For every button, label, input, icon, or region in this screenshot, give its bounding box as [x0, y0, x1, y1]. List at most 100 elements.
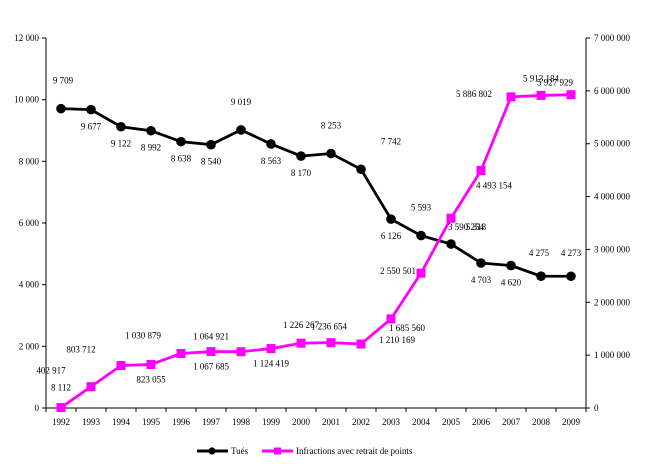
data-label-infractions-1994: 803 712 [66, 345, 95, 355]
x-tick-label: 2008 [532, 417, 551, 427]
y-right-tick-label: 1 000 000 [594, 350, 631, 360]
series-lines [60, 93, 572, 409]
x-tick-label: 2007 [502, 417, 521, 427]
point-infractions-2000 [296, 338, 306, 348]
data-label-infractions-1995: 823 055 [136, 374, 166, 384]
point-infractions-1994 [116, 361, 126, 371]
point-tues-2008 [536, 271, 546, 281]
data-label-tues-1993: 9 677 [81, 122, 102, 132]
y-right-tick-label: 6 000 000 [594, 86, 631, 96]
x-tick-label: 2004 [412, 417, 431, 427]
x-tick-label: 2001 [322, 417, 340, 427]
data-label-tues-2008: 4 275 [529, 248, 550, 258]
x-tick-label: 1994 [112, 417, 131, 427]
data-label-infractions-2000: 1 226 267 [283, 320, 320, 330]
data-label-tues-2006: 4 703 [471, 275, 492, 285]
data-label-tues-2001: 8 253 [321, 121, 342, 131]
data-label-tues-2009: 4 273 [561, 248, 582, 258]
legend-item-tues: Tués [197, 446, 249, 456]
data-label-tues-1992: 9 709 [53, 76, 74, 86]
data-label-tues-2004: 5 593 [411, 203, 432, 213]
point-infractions-1995 [146, 359, 156, 369]
data-label-infractions-2007: 5 886 802 [456, 89, 492, 99]
x-tick-label: 1999 [262, 417, 281, 427]
point-tues-1997 [206, 139, 216, 150]
series-line-infractions [60, 93, 572, 409]
legend-label-infractions: Infractions avec retrait de points [296, 446, 413, 456]
y-left-tick-label: 6 000 [19, 218, 40, 228]
point-tues-2005 [446, 239, 456, 249]
y-left-tick-label: 4 000 [19, 280, 40, 290]
y-left-tick-label: 12 000 [14, 33, 39, 43]
axes: 0 2 000 4 000 6 000 8 000 10 000 12 000 0 1 000 … [14, 33, 630, 427]
data-label-infractions-2003: 1 685 560 [389, 323, 426, 333]
x-tick-label: 1992 [52, 417, 70, 427]
data-label-infractions-2002: 1 210 169 [379, 335, 416, 345]
point-tues-1995 [146, 125, 156, 136]
point-infractions-2008 [536, 90, 546, 100]
x-tick-label: 1996 [172, 417, 191, 427]
point-tues-1992 [56, 103, 66, 114]
data-label-tues-2007: 4 620 [501, 278, 522, 288]
data-label-tues-1999: 8 563 [261, 156, 282, 166]
point-tues-2000 [296, 151, 306, 161]
data-label-tues-2000: 8 170 [291, 168, 312, 178]
data-label-infractions-1997: 1 067 685 [193, 362, 230, 372]
data-label-infractions-1998: 1 064 921 [193, 332, 229, 342]
data-label-tues-1996: 8 638 [171, 154, 192, 164]
y-right-tick-label: 5 000 000 [594, 139, 631, 149]
legend-label-tues: Tués [231, 446, 249, 456]
point-tues-1996 [176, 136, 186, 147]
point-tues-1993 [86, 104, 96, 115]
y-right-tick-label: 7 000 000 [594, 33, 631, 43]
data-label-tues-2003: 6 126 [381, 231, 402, 241]
legend-item-infractions: Infractions avec retrait de points [262, 446, 413, 456]
point-infractions-2006 [476, 166, 486, 176]
data-label-infractions-1996: 1 030 879 [125, 331, 162, 341]
series-line-tues [60, 107, 572, 278]
x-tick-label: 1995 [142, 417, 161, 427]
data-label-infractions-2008: 5 913 184 [523, 73, 560, 83]
x-tick-label: 2003 [382, 417, 401, 427]
data-label-infractions-2001: 1 236 654 [311, 322, 348, 332]
point-tues-2007 [506, 260, 516, 271]
data-labels: 9 709 9 677 9 122 8 992 8 638 8 540 9 019 8 563… [36, 73, 581, 392]
y-left-tick-label: 2 000 [19, 341, 40, 351]
y-left-tick-label: 8 000 [19, 156, 40, 166]
data-label-infractions-2005: 3 590 254 [448, 222, 485, 232]
point-infractions-2002 [356, 339, 366, 349]
point-infractions-2007 [506, 92, 516, 102]
x-tick-label: 2000 [292, 417, 311, 427]
point-tues-2009 [566, 271, 576, 282]
point-infractions-2003 [386, 314, 396, 324]
data-label-infractions-2009: 5 927 929 [537, 78, 574, 88]
y-left-tick-label: 10 000 [14, 95, 39, 105]
data-label-tues-1994: 9 122 [111, 139, 131, 149]
point-infractions-1992 [56, 403, 66, 413]
point-infractions-1993 [86, 382, 96, 392]
legend-marker-tues [208, 447, 216, 455]
data-label-infractions-1999: 1 124 419 [253, 359, 290, 369]
point-tues-2003 [386, 214, 396, 224]
y-right-tick-label: 2 000 000 [594, 297, 631, 307]
data-label-tues-2002: 7 742 [381, 136, 401, 146]
point-tues-2001 [326, 148, 336, 159]
point-tues-2006 [476, 258, 486, 268]
point-tues-2002 [356, 164, 366, 175]
x-tick-label: 1998 [232, 417, 251, 427]
data-label-tues-1995: 8 992 [141, 143, 161, 153]
data-label-tues-1997: 8 540 [201, 157, 222, 167]
point-tues-2004 [416, 230, 426, 241]
x-tick-label: 2006 [472, 417, 491, 427]
data-label-tues-1998: 9 019 [231, 97, 252, 107]
data-label-infractions-2006: 4 493 154 [476, 181, 513, 191]
x-tick-label: 1997 [202, 417, 221, 427]
point-infractions-1997 [206, 347, 216, 357]
point-infractions-1996 [176, 349, 186, 359]
point-tues-1999 [266, 139, 276, 149]
series-markers [56, 90, 576, 413]
y-left-tick-label: 0 [35, 403, 40, 413]
y-right-tick-label: 4 000 000 [594, 192, 631, 202]
y-right-tick-label: 3 000 000 [594, 244, 631, 254]
